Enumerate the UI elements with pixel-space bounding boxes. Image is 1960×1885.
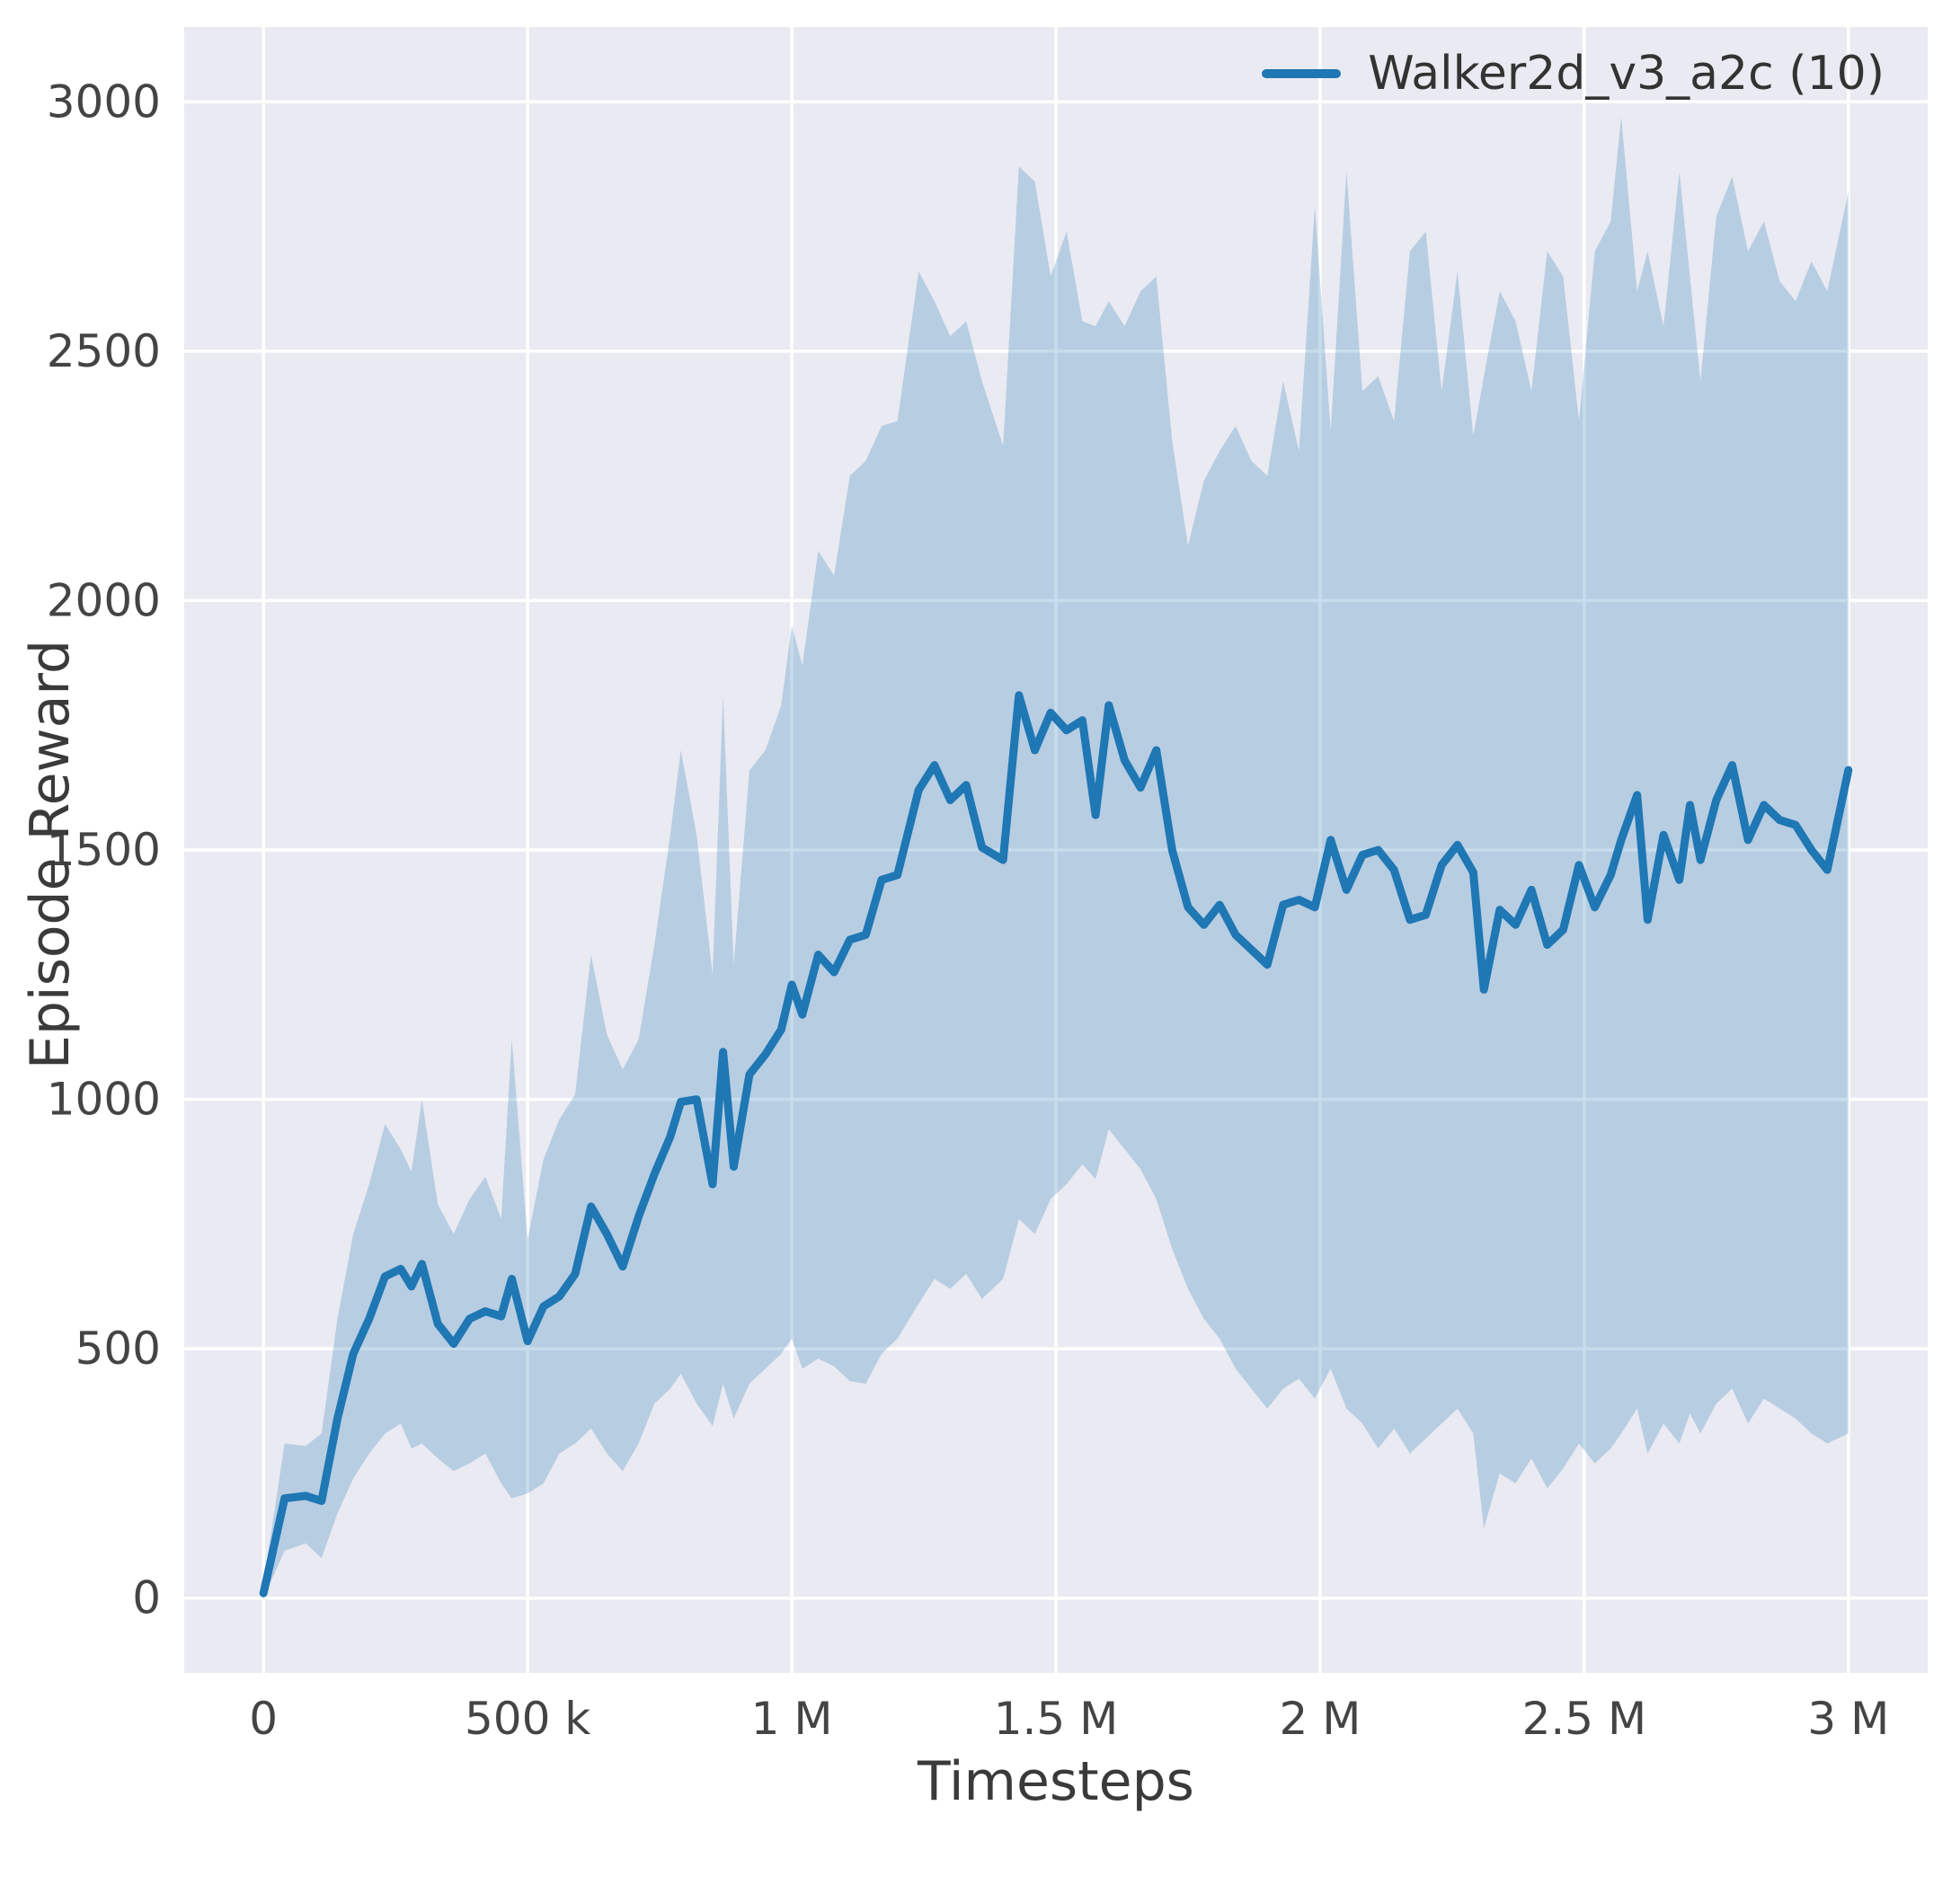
y-tick-label: 500	[75, 1323, 161, 1375]
y-tick-label: 0	[132, 1572, 161, 1624]
x-tick-label: 2 M	[1280, 1693, 1361, 1745]
y-tick-label: 3000	[47, 75, 161, 128]
y-axis-label: Episode Reward	[19, 639, 82, 1070]
y-tick-label: 2000	[47, 574, 161, 626]
legend-label: Walker2d_v3_a2c (10)	[1368, 47, 1885, 101]
confidence-band	[263, 116, 1849, 1598]
x-tick-label: 3 M	[1807, 1693, 1889, 1745]
x-tick-label: 500 k	[465, 1693, 590, 1745]
x-tick-label: 0	[249, 1693, 278, 1745]
legend: Walker2d_v3_a2c (10)	[1262, 47, 1885, 101]
x-axis-label: Timesteps	[918, 1750, 1194, 1813]
x-tick-label: 1.5 M	[994, 1693, 1119, 1745]
y-tick-label: 1500	[47, 824, 161, 876]
y-tick-label: 1000	[47, 1074, 161, 1126]
x-tick-label: 2.5 M	[1522, 1693, 1647, 1745]
mean-line	[259, 691, 1853, 1597]
y-tick-label: 2500	[47, 325, 161, 377]
x-tick-label: 1 M	[751, 1693, 833, 1745]
legend-line-swatch	[1262, 69, 1342, 78]
